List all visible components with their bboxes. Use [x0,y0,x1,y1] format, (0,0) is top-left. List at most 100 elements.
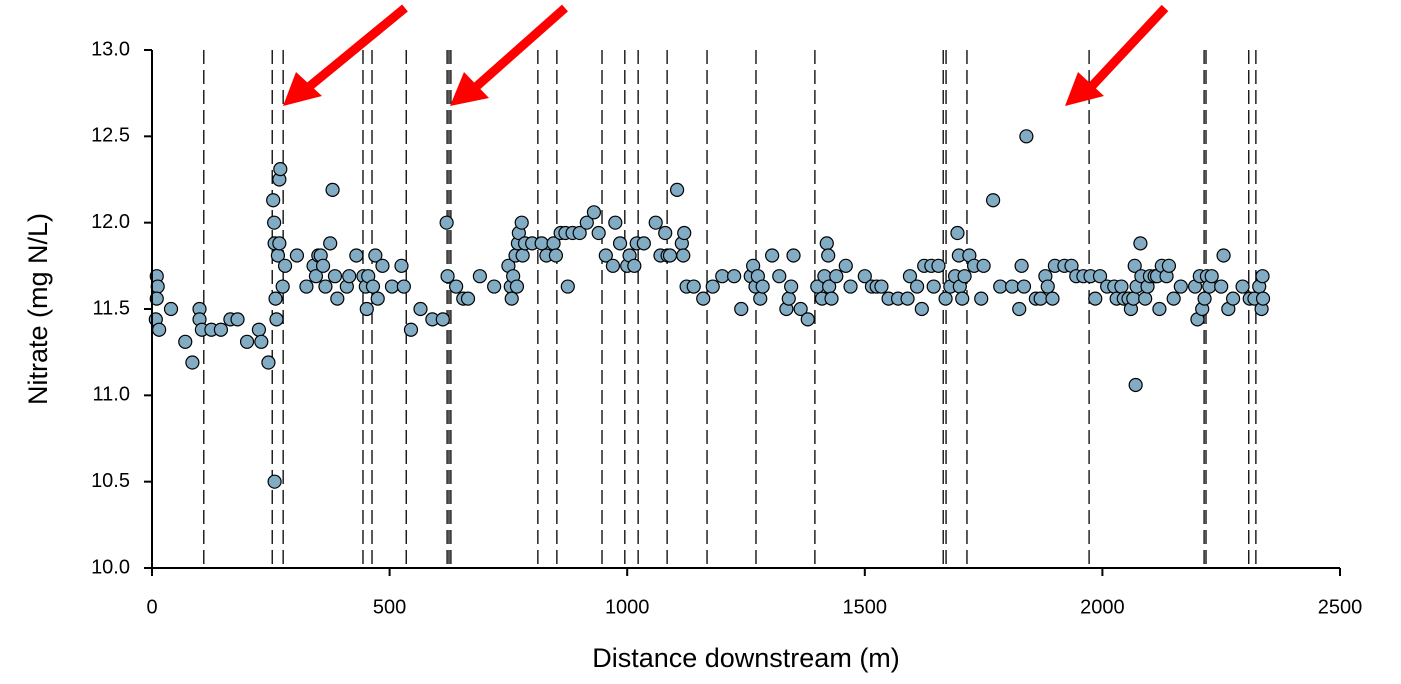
point [1088,291,1103,306]
x-tick-label: 1000 [605,596,650,618]
point [857,269,872,284]
point [449,279,464,294]
point [1045,291,1060,306]
point [509,279,525,294]
point [359,301,374,317]
point [727,269,742,284]
point [163,301,179,317]
point [914,301,929,317]
point [1128,377,1143,393]
point [636,236,651,251]
point [368,248,383,263]
point [955,291,970,306]
point [677,225,692,241]
point [272,236,287,251]
point [548,248,564,263]
point [874,279,889,294]
point [342,269,357,284]
point [1033,291,1048,306]
point [909,279,925,294]
point [1173,279,1188,294]
point [440,269,455,284]
y-tick-label: 10.0 [91,556,130,578]
point [439,215,454,230]
point [1016,279,1032,294]
point [772,269,787,284]
point [349,248,364,263]
point [1225,291,1241,306]
point [662,248,678,263]
arrows [283,4,1169,106]
y-tick-label: 13.0 [91,38,130,60]
point [1255,269,1270,284]
point [150,279,165,294]
point [273,162,288,177]
point [1092,269,1108,284]
point [821,248,836,263]
point [1204,269,1219,284]
point [504,291,519,306]
point [1133,236,1148,251]
point [974,291,989,306]
point [931,258,946,273]
arrow [1065,4,1169,106]
points [148,129,1271,489]
point [824,291,839,306]
point [267,215,282,230]
point [185,355,200,370]
point [1126,291,1141,306]
point [230,312,245,327]
point [986,193,1001,208]
point [318,279,333,294]
point [1114,279,1129,294]
point [1161,258,1177,273]
point [239,334,255,349]
x-tick-label: 1500 [843,596,888,618]
point [394,258,409,273]
point [784,279,799,294]
point [308,269,324,284]
point [1127,258,1142,273]
point [957,269,972,284]
marker-lines [203,50,1257,568]
point [705,279,720,294]
point [793,301,808,317]
y-tick-label: 10.5 [91,470,130,492]
point [1138,291,1153,306]
point [715,269,730,284]
point [976,258,991,273]
x-tick-label: 0 [146,596,157,618]
point [734,301,749,317]
point [514,215,529,230]
point [275,279,290,294]
y-tick-label: 11.5 [93,297,130,319]
y-tick-label: 12.5 [91,125,130,147]
point [1235,279,1250,294]
point [938,291,953,306]
point [325,182,340,197]
point [900,291,915,306]
point [1216,248,1231,263]
point [843,279,858,294]
point [403,322,419,337]
point [460,291,476,306]
point [413,301,428,317]
point [829,269,844,284]
x-axis-label: Distance downstream (m) [592,643,900,673]
y-tick-label: 12.0 [91,211,130,233]
point [1255,291,1271,306]
point [289,248,305,263]
arrow [283,4,408,106]
point [472,269,487,284]
point [299,279,314,294]
point [572,225,587,241]
point [435,312,450,327]
point [370,291,385,306]
point [1005,279,1020,294]
point [1152,301,1167,317]
point [149,291,164,306]
point [330,291,345,306]
